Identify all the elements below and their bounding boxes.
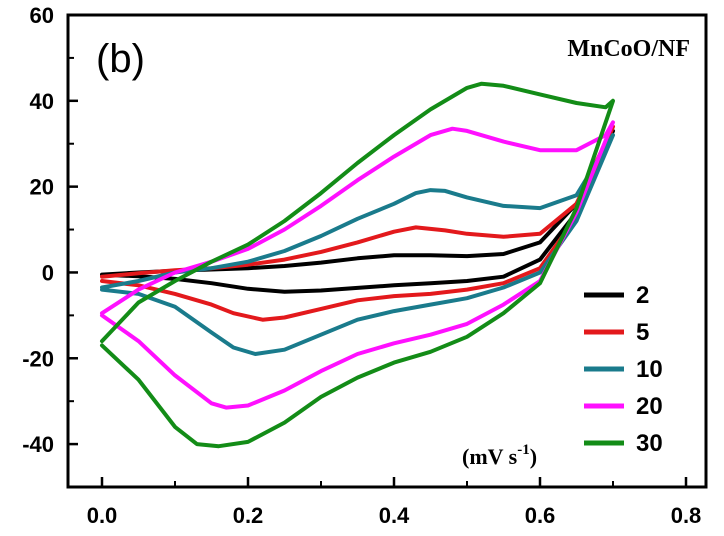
chart-title: MnCoO/NF bbox=[567, 36, 690, 62]
legend-label-20: 20 bbox=[636, 393, 663, 420]
legend-unit-suffix: ) bbox=[530, 444, 537, 469]
legend-label-2: 2 bbox=[636, 282, 649, 309]
series-line-20 bbox=[100, 120, 615, 410]
x-tick-label: 0.2 bbox=[233, 503, 264, 528]
x-tick-label: 0.6 bbox=[525, 503, 556, 528]
legend-label-5: 5 bbox=[636, 319, 649, 346]
legend-unit-prefix: (mV s bbox=[462, 444, 518, 469]
y-tick-label: -40 bbox=[22, 432, 54, 457]
y-tick-label: 20 bbox=[30, 175, 54, 200]
y-tick-label: -20 bbox=[22, 346, 54, 371]
axis-ticks: 0.0 0.2 0.4 0.6 0.8 -40 -20 0 20 40 60 bbox=[22, 3, 701, 528]
legend-unit: (mV s-1) bbox=[462, 442, 537, 469]
legend: 2 5 10 20 30 bbox=[584, 282, 663, 457]
legend-label-10: 10 bbox=[636, 356, 663, 383]
series-layer bbox=[100, 81, 615, 449]
series-line-30 bbox=[100, 81, 615, 449]
plot-frame bbox=[66, 13, 708, 489]
x-tick-label: 0.4 bbox=[379, 503, 410, 528]
x-tick-label: 0.0 bbox=[87, 503, 118, 528]
x-tick-label: 0.8 bbox=[671, 503, 702, 528]
y-tick-label: 0 bbox=[42, 260, 54, 285]
panel-label: (b) bbox=[96, 37, 145, 81]
y-tick-label: 60 bbox=[30, 3, 54, 28]
series-line-5 bbox=[100, 124, 615, 322]
legend-label-30: 30 bbox=[636, 430, 663, 457]
y-tick-label: 40 bbox=[30, 89, 54, 114]
legend-unit-exp: -1 bbox=[517, 442, 530, 458]
